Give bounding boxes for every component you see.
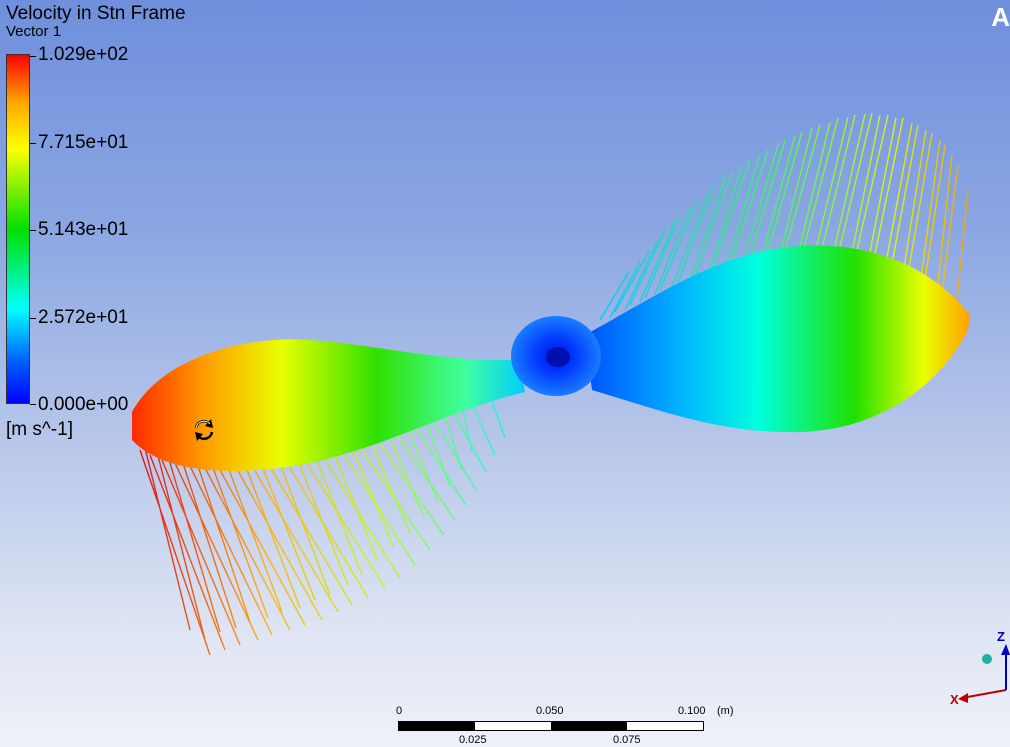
- scale-bar: [398, 721, 704, 731]
- legend-tick: [30, 230, 36, 231]
- scale-label-075: 0.075: [613, 734, 641, 746]
- legend-units: [m s^-1]: [6, 419, 73, 440]
- scale-label-050: 0.050: [536, 705, 564, 717]
- legend-value-3: 5.143e+01: [38, 219, 129, 240]
- triad-x-label: X: [950, 692, 959, 707]
- velocity-vectors-left: [139, 389, 506, 656]
- legend-subtitle: Vector 1: [6, 23, 62, 40]
- scale-label-100: 0.100: [678, 705, 706, 717]
- scale-label-025: 0.025: [459, 734, 487, 746]
- legend-tick: [30, 404, 36, 405]
- legend-tick: [30, 56, 36, 57]
- scale-unit: (m): [717, 705, 734, 717]
- color-legend-bar: [6, 54, 30, 404]
- velocity-vectors-right: [599, 112, 969, 321]
- scale-label-0: 0: [396, 705, 403, 717]
- legend-title: Velocity in Stn Frame: [6, 3, 186, 24]
- legend-title-block: Velocity in Stn Frame Vector 1: [6, 4, 186, 40]
- propeller-blade-left: [132, 339, 525, 472]
- axis-triad: Z X: [945, 625, 1010, 710]
- legend-value-4: 2.572e+01: [38, 307, 129, 328]
- legend-value-min: 0.000e+00: [38, 394, 129, 415]
- legend-tick: [30, 143, 36, 144]
- hub-center: [546, 347, 570, 367]
- rotate-cursor-icon: [194, 419, 214, 441]
- legend-value-max: 1.029e+02: [38, 44, 129, 65]
- legend-value-2: 7.715e+01: [38, 132, 129, 153]
- legend-tick: [30, 318, 36, 319]
- length-scale: 0 0.050 0.100 (m) 0.025 0.075: [396, 703, 734, 747]
- propeller-blade-right: [585, 245, 970, 433]
- logo-letter: A: [991, 2, 1010, 32]
- axis-triad-arrows: [958, 644, 1010, 703]
- triad-z-label: Z: [997, 629, 1005, 644]
